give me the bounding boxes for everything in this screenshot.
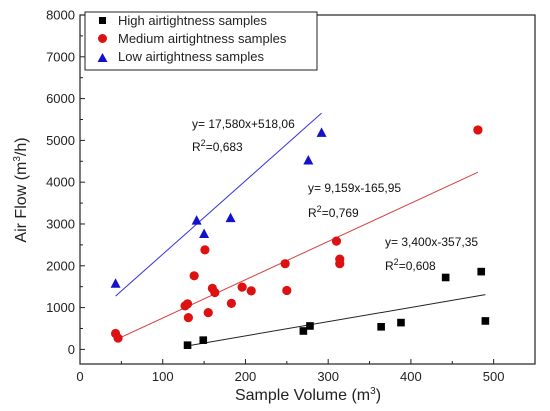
axis-ticks: 0 100 200 300 400 500010002000300040005000600…: [46, 8, 504, 385]
y-tick-label: 2000: [46, 258, 75, 273]
x-axis-title: Sample Volume (m3): [235, 386, 381, 404]
medium-data-point: [331, 236, 342, 246]
low-data-point: [191, 215, 202, 225]
fit-line-medium: [115, 171, 479, 341]
x-tick-label: 200: [235, 369, 257, 384]
fit-lines: [115, 112, 486, 347]
data-markers: [110, 125, 490, 349]
high-data-point: [183, 341, 192, 349]
low-data-point: [225, 212, 236, 223]
medium-data-point: [203, 307, 213, 318]
y-tick-label: 6000: [46, 91, 75, 106]
y-tick-label: 0: [68, 342, 75, 357]
legend-label-low: Low airtightness samples: [118, 49, 264, 64]
medium-data-point: [183, 313, 193, 323]
medium-data-point: [189, 271, 199, 281]
medium-data-point: [246, 286, 256, 296]
y-tick-label: 4000: [46, 175, 75, 190]
medium-data-point: [210, 287, 220, 298]
legend: High airtightness samples Medium airtigh…: [84, 11, 318, 71]
high-data-point: [299, 327, 308, 335]
y-axis-title: Air Flow (m3/h): [12, 137, 30, 242]
y-tick-label: 1000: [46, 300, 75, 315]
high-fit-r2: R2=0,608: [385, 257, 436, 273]
fit-line-low: [115, 112, 322, 297]
medium-data-point: [113, 333, 123, 343]
medium-data-point: [226, 298, 236, 308]
high-data-point: [306, 322, 314, 330]
y-tick-label: 7000: [46, 49, 75, 64]
medium-fit-equation: y= 9,159x-165,95: [308, 181, 401, 195]
high-data-point: [377, 323, 385, 331]
high-data-point: [199, 336, 208, 344]
medium-data-point: [237, 282, 247, 292]
x-tick-label: 500: [483, 369, 505, 384]
legend-box: [84, 11, 318, 71]
legend-marker-medium: [98, 34, 107, 43]
high-data-point: [481, 317, 490, 325]
y-tick-label: 5000: [46, 133, 75, 148]
y-tick-label: 8000: [46, 8, 75, 23]
low-data-point: [110, 278, 121, 288]
x-tick-label: 300: [317, 369, 339, 384]
medium-data-point: [282, 285, 292, 296]
low-fit-r2: R2=0,683: [192, 138, 243, 154]
medium-data-point: [335, 259, 345, 269]
fit-line-high: [187, 294, 486, 347]
medium-data-point: [200, 245, 210, 255]
high-fit-equation: y= 3,400x-357,35: [385, 235, 478, 249]
low-data-point: [199, 228, 210, 239]
low-data-point: [316, 127, 327, 137]
low-fit-equation: y= 17,580x+518,06: [192, 117, 295, 131]
medium-data-point: [473, 125, 483, 135]
medium-fit-r2: R2=0,769: [308, 204, 359, 220]
y-tick-label: 3000: [46, 216, 75, 231]
high-data-point: [441, 273, 450, 282]
high-data-point: [397, 318, 405, 327]
x-tick-label: 100: [152, 369, 174, 384]
medium-data-point: [280, 259, 290, 269]
low-data-point: [303, 154, 314, 165]
legend-label-medium: Medium airtightness samples: [118, 31, 287, 46]
legend-label-high: High airtightness samples: [118, 13, 267, 28]
medium-data-point: [182, 299, 193, 309]
legend-marker-low: [97, 53, 108, 62]
legend-marker-high: [99, 17, 106, 24]
high-data-point: [477, 267, 486, 276]
x-tick-label: 0: [76, 369, 83, 384]
x-tick-label: 400: [400, 369, 422, 384]
